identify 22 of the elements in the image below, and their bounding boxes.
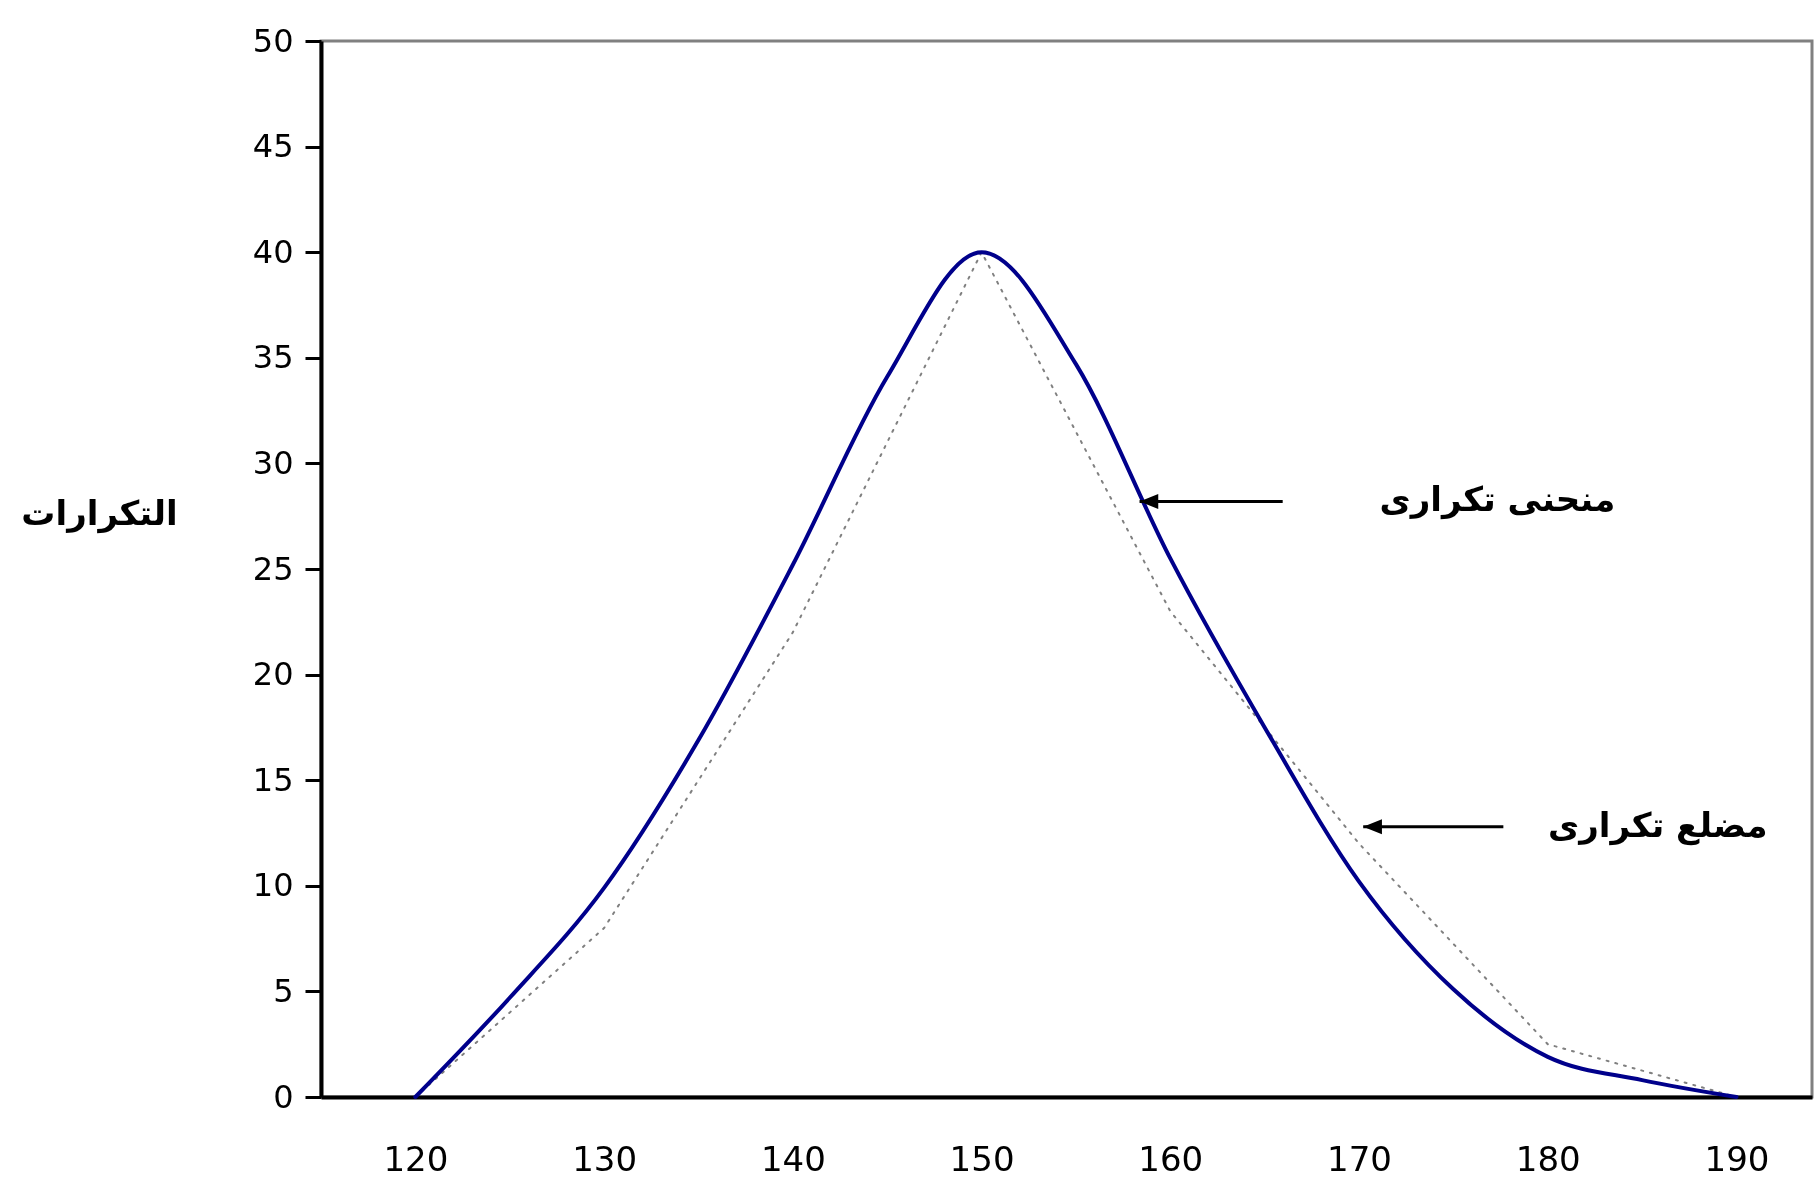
y-tick-label: 45 bbox=[252, 127, 294, 166]
x-tick-label: 180 bbox=[1515, 1138, 1581, 1179]
x-tick-label: 130 bbox=[572, 1138, 638, 1179]
y-tick-label: 0 bbox=[273, 1077, 294, 1116]
annotation: مضلع تكرارى bbox=[1548, 804, 1768, 846]
x-tick-label: 120 bbox=[383, 1138, 449, 1179]
y-tick-label: 10 bbox=[252, 866, 294, 905]
x-tick-label: 170 bbox=[1327, 1138, 1392, 1179]
y-tick-label: 35 bbox=[252, 338, 294, 377]
y-axis-title: التكرارات bbox=[21, 492, 178, 534]
y-tick-label: 20 bbox=[252, 655, 294, 694]
x-tick-label: 140 bbox=[760, 1138, 826, 1179]
y-tick-label: 40 bbox=[252, 232, 294, 271]
x-tick-label: 160 bbox=[1138, 1138, 1204, 1179]
y-tick-label: 5 bbox=[273, 971, 294, 1010]
y-tick-label: 50 bbox=[252, 21, 294, 60]
x-tick-label: 150 bbox=[949, 1138, 1015, 1179]
y-tick-label: 30 bbox=[252, 443, 294, 482]
x-tick-label: 190 bbox=[1704, 1138, 1770, 1179]
y-tick-label: 25 bbox=[252, 549, 294, 588]
annotation: منحنى تكرارى bbox=[1379, 479, 1616, 521]
y-tick-label: 15 bbox=[252, 760, 294, 799]
